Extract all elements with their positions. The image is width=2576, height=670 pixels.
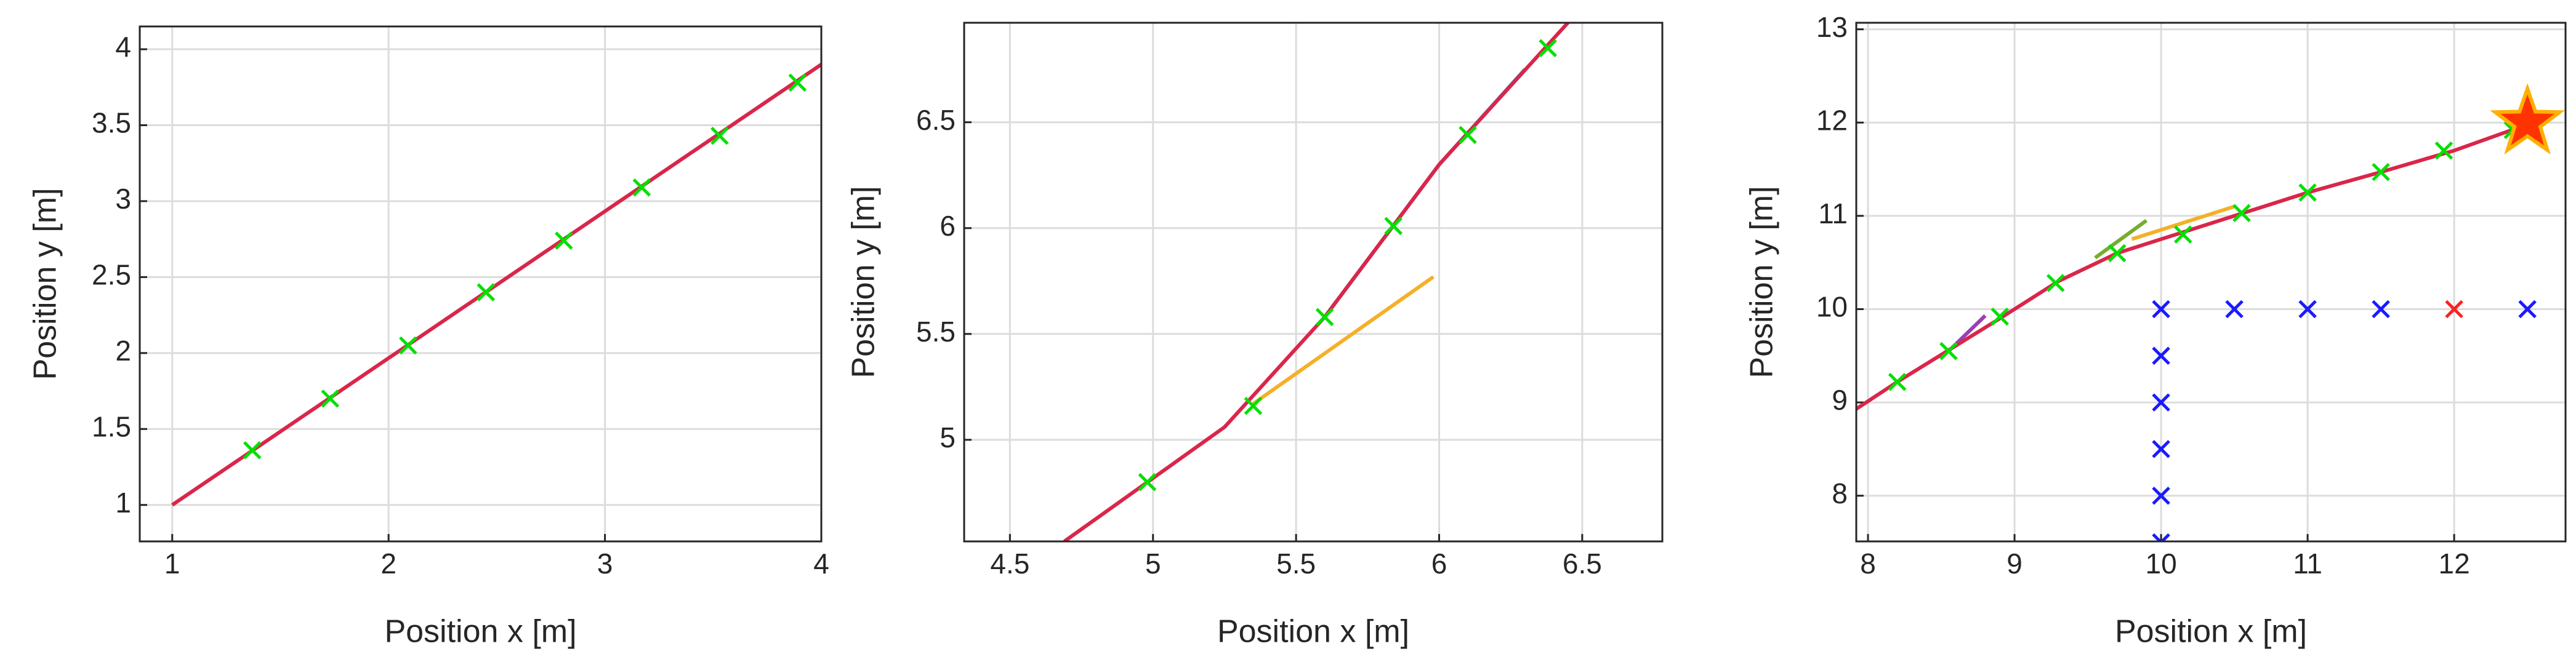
- x-marker: [2174, 225, 2192, 244]
- x-marker: [1990, 307, 2010, 326]
- x-marker: [2372, 300, 2390, 319]
- plot-frame: [139, 25, 823, 543]
- x-marker: [2434, 141, 2453, 160]
- y-axis-label: Position y [m]: [846, 186, 882, 378]
- x-marker: [2046, 274, 2065, 292]
- y-tick-label: 12: [1816, 104, 1848, 136]
- x-marker: [321, 389, 340, 408]
- x-marker: [2152, 346, 2170, 365]
- y-tick-label: 5: [940, 421, 956, 453]
- x-marker: [1384, 217, 1403, 236]
- chart-panel: 8 9 10 11 12 8 9 10 11 12 13 Position x [m] Position…: [1744, 11, 2567, 650]
- x-marker: [2152, 393, 2170, 412]
- plot-frame: [1855, 22, 2567, 543]
- y-tick-label: 5.5: [916, 316, 956, 348]
- x-tick-label: 2: [380, 548, 396, 580]
- x-axis-label: Position x [m]: [1217, 614, 1409, 650]
- x-marker: [2152, 533, 2170, 541]
- x-tick-label: 5: [1145, 548, 1161, 580]
- plot-content: [1856, 83, 2566, 541]
- y-tick-label: 2: [115, 335, 131, 367]
- x-marker: [632, 178, 651, 197]
- y-tick-label: 1: [115, 487, 131, 519]
- y-tick-label: 6: [940, 210, 956, 242]
- data-line: [1856, 122, 2529, 411]
- plot-content: [171, 63, 821, 507]
- plot-area: [140, 26, 821, 541]
- y-tick-label: 3: [115, 183, 131, 215]
- x-tick-label: 5.5: [1276, 548, 1316, 580]
- x-tick-label: 3: [597, 548, 613, 580]
- y-tick-label: 10: [1816, 291, 1848, 323]
- x-marker: [2225, 300, 2244, 319]
- x-marker: [2518, 300, 2537, 319]
- x-marker: [2152, 300, 2170, 319]
- y-tick-label: 4: [115, 31, 131, 63]
- plot-area: [964, 23, 1662, 541]
- plot-content: [1063, 23, 1569, 541]
- x-tick-label: 6: [1431, 548, 1447, 580]
- y-tick-label: 2.5: [92, 259, 131, 291]
- x-axis-label: Position x [m]: [2115, 614, 2307, 650]
- x-tick-label: 1: [164, 548, 180, 580]
- y-axis-label: Position y [m]: [28, 188, 63, 380]
- x-marker: [555, 231, 573, 250]
- data-line: [171, 63, 821, 507]
- plot-area: [1856, 23, 2566, 541]
- x-marker: [2298, 300, 2317, 319]
- y-tick-label: 3.5: [92, 107, 131, 139]
- x-tick-label: 4: [813, 548, 829, 580]
- x-marker: [1315, 308, 1334, 327]
- data-line: [2094, 219, 2148, 260]
- x-marker: [710, 127, 729, 145]
- y-tick-label: 11: [1818, 197, 1848, 229]
- x-tick-label: 9: [2006, 548, 2023, 580]
- x-tick-label: 8: [1860, 548, 1876, 580]
- x-tick-label: 11: [2293, 548, 2322, 580]
- x-marker: [2298, 183, 2317, 202]
- x-marker: [2372, 162, 2390, 181]
- data-line: [1252, 275, 1435, 405]
- x-marker: [243, 441, 262, 460]
- x-marker: [477, 283, 496, 301]
- y-tick-label: 1.5: [92, 410, 131, 442]
- y-tick-label: 8: [1832, 477, 1848, 509]
- y-tick-label: 9: [1832, 384, 1848, 416]
- x-marker: [1138, 473, 1157, 492]
- x-marker: [1939, 341, 1958, 361]
- x-marker: [788, 73, 807, 92]
- x-marker: [1244, 397, 1263, 415]
- chart-panel: 1 2 3 4 1 1.5 2 2.5 3 3.5 4 Position x [m] Position …: [28, 25, 829, 650]
- y-axis-label: Position y [m]: [1744, 186, 1780, 378]
- x-marker: [399, 336, 417, 355]
- y-tick-label: 13: [1816, 11, 1848, 43]
- x-marker: [2445, 300, 2463, 319]
- plot-frame: [963, 22, 1664, 543]
- x-marker: [1888, 372, 1907, 391]
- x-tick-label: 4.5: [990, 548, 1029, 580]
- y-tick-label: 6.5: [916, 104, 956, 136]
- x-marker: [2152, 440, 2170, 458]
- x-marker: [1459, 126, 1477, 145]
- chart-panel: 4.5 5 5.5 6 6.5 5 5.5 6 6.5 Position x [m] Positio…: [846, 22, 1664, 650]
- x-tick-label: 10: [2145, 548, 2176, 580]
- x-marker: [1539, 39, 1557, 58]
- x-marker: [2232, 204, 2251, 223]
- star-marker: [2490, 83, 2566, 155]
- x-axis-label: Position x [m]: [384, 614, 576, 650]
- data-line: [2131, 204, 2235, 241]
- x-marker: [2152, 486, 2170, 505]
- x-marker: [2107, 244, 2127, 263]
- x-tick-label: 6.5: [1563, 548, 1602, 580]
- x-tick-label: 12: [2439, 548, 2470, 580]
